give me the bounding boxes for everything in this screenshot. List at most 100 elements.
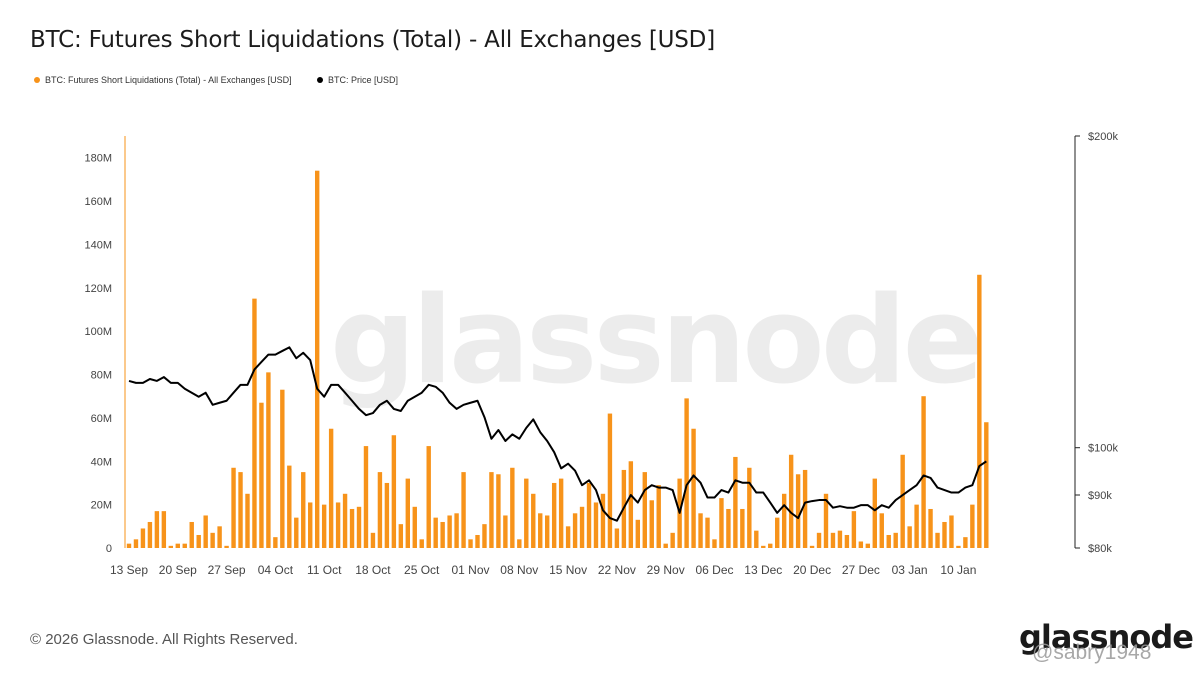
- bar[interactable]: [663, 543, 668, 548]
- bar[interactable]: [126, 543, 132, 548]
- bar[interactable]: [781, 493, 787, 548]
- bar[interactable]: [231, 467, 236, 548]
- bar[interactable]: [370, 532, 376, 548]
- bar[interactable]: [684, 398, 689, 548]
- bar[interactable]: [635, 519, 641, 548]
- bar[interactable]: [921, 396, 926, 548]
- bar[interactable]: [656, 485, 661, 548]
- bar[interactable]: [196, 534, 201, 548]
- bar[interactable]: [538, 513, 543, 548]
- bar[interactable]: [830, 532, 836, 548]
- bar[interactable]: [356, 506, 362, 548]
- bar[interactable]: [893, 532, 898, 548]
- bar[interactable]: [719, 498, 724, 548]
- bar[interactable]: [503, 515, 508, 548]
- bar[interactable]: [133, 539, 139, 548]
- bar[interactable]: [761, 545, 766, 548]
- bar[interactable]: [391, 435, 397, 548]
- bar[interactable]: [496, 474, 501, 548]
- bar[interactable]: [182, 543, 187, 548]
- bar[interactable]: [405, 478, 410, 548]
- bar[interactable]: [342, 493, 348, 548]
- bar[interactable]: [224, 545, 229, 548]
- bar[interactable]: [433, 517, 438, 548]
- bar[interactable]: [426, 446, 431, 548]
- bar[interactable]: [949, 515, 954, 548]
- bar[interactable]: [865, 543, 871, 548]
- bar[interactable]: [175, 543, 180, 548]
- bar[interactable]: [977, 274, 982, 548]
- bar[interactable]: [273, 537, 278, 548]
- bar[interactable]: [203, 515, 208, 548]
- bar[interactable]: [551, 482, 557, 548]
- bar[interactable]: [245, 493, 250, 548]
- glassnode-logo[interactable]: glassnode: [1019, 618, 1194, 656]
- bar[interactable]: [928, 508, 933, 548]
- bar[interactable]: [963, 537, 968, 548]
- bar[interactable]: [851, 511, 857, 548]
- bar[interactable]: [823, 493, 829, 548]
- bar[interactable]: [795, 474, 801, 548]
- bar[interactable]: [210, 532, 215, 548]
- bar[interactable]: [321, 504, 327, 548]
- bar[interactable]: [816, 532, 822, 548]
- bar[interactable]: [468, 539, 473, 548]
- bar[interactable]: [161, 511, 167, 548]
- bar[interactable]: [579, 506, 585, 548]
- bar[interactable]: [301, 472, 306, 548]
- bar[interactable]: [475, 534, 480, 548]
- bar[interactable]: [907, 526, 912, 548]
- bar[interactable]: [837, 530, 843, 548]
- bar[interactable]: [440, 521, 445, 548]
- bar[interactable]: [489, 472, 494, 548]
- bar[interactable]: [238, 472, 243, 548]
- bar[interactable]: [712, 539, 717, 548]
- bar[interactable]: [517, 539, 522, 548]
- bar[interactable]: [314, 170, 320, 548]
- bar[interactable]: [140, 528, 146, 548]
- bar[interactable]: [524, 478, 529, 548]
- bar[interactable]: [600, 493, 606, 548]
- bar[interactable]: [775, 517, 780, 548]
- bar[interactable]: [628, 461, 634, 548]
- bar[interactable]: [614, 528, 620, 548]
- bar[interactable]: [705, 517, 710, 548]
- bar[interactable]: [754, 530, 759, 548]
- bar[interactable]: [809, 545, 815, 548]
- bar[interactable]: [252, 298, 257, 548]
- bar[interactable]: [447, 515, 452, 548]
- bar[interactable]: [259, 402, 264, 548]
- bar[interactable]: [879, 513, 884, 548]
- bar[interactable]: [802, 469, 808, 548]
- bar[interactable]: [461, 472, 466, 548]
- bar[interactable]: [733, 456, 738, 548]
- bar[interactable]: [266, 372, 271, 548]
- bar[interactable]: [294, 517, 299, 548]
- bar[interactable]: [935, 532, 940, 548]
- bar[interactable]: [886, 534, 891, 548]
- bar[interactable]: [691, 428, 696, 548]
- bar[interactable]: [970, 504, 975, 548]
- legend-item-price[interactable]: BTC: Price [USD]: [317, 75, 398, 85]
- bar[interactable]: [287, 465, 292, 548]
- bar[interactable]: [217, 526, 222, 548]
- bar[interactable]: [768, 543, 773, 548]
- bar[interactable]: [607, 413, 613, 548]
- bar[interactable]: [349, 508, 355, 548]
- bar[interactable]: [593, 502, 599, 548]
- bar[interactable]: [740, 508, 745, 548]
- bar[interactable]: [384, 482, 390, 548]
- bar[interactable]: [545, 515, 550, 548]
- bar[interactable]: [572, 513, 578, 548]
- bar[interactable]: [586, 482, 592, 548]
- bar[interactable]: [558, 478, 564, 548]
- bar[interactable]: [942, 521, 947, 548]
- bar[interactable]: [956, 545, 961, 548]
- bar[interactable]: [308, 502, 313, 548]
- bar[interactable]: [900, 454, 905, 548]
- bar[interactable]: [984, 422, 989, 548]
- bar[interactable]: [377, 472, 383, 548]
- bar[interactable]: [147, 521, 153, 548]
- bar[interactable]: [698, 513, 703, 548]
- bar[interactable]: [189, 521, 194, 548]
